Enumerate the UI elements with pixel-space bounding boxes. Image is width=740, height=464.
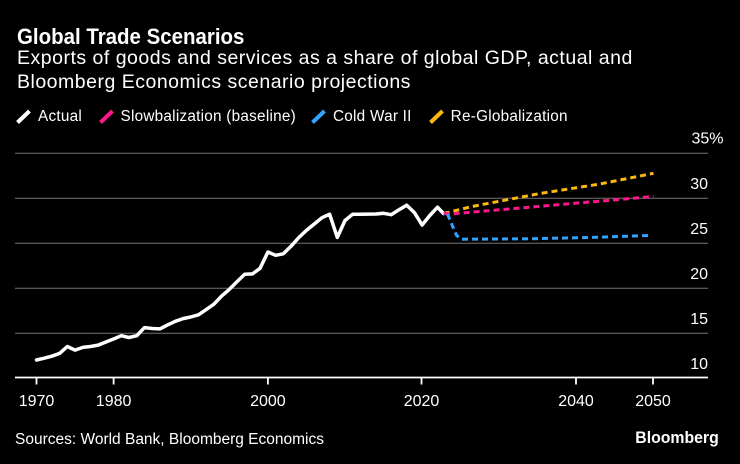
svg-text:2000: 2000 [250, 393, 286, 410]
svg-text:2020: 2020 [404, 393, 440, 410]
svg-text:25: 25 [690, 221, 708, 238]
svg-text:20: 20 [690, 266, 708, 283]
svg-text:30: 30 [690, 176, 708, 193]
svg-text:10: 10 [690, 356, 708, 373]
svg-text:2040: 2040 [558, 393, 594, 410]
svg-text:2050: 2050 [635, 393, 671, 410]
svg-text:1980: 1980 [96, 393, 132, 410]
svg-text:35%: 35% [691, 131, 723, 148]
svg-text:15: 15 [690, 311, 708, 328]
svg-text:1970: 1970 [19, 393, 55, 410]
